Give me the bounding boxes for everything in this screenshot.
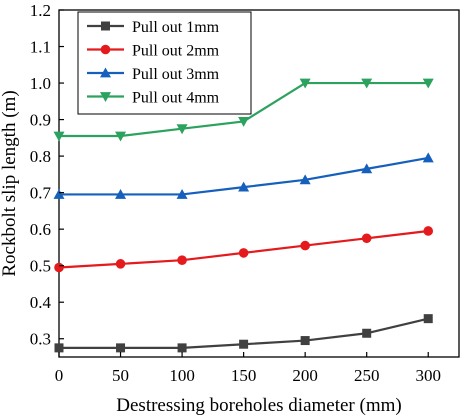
data-point bbox=[361, 163, 373, 174]
data-point bbox=[361, 233, 372, 244]
data-point bbox=[176, 124, 188, 135]
y-tick-label: 0.3 bbox=[30, 330, 51, 349]
series-layer bbox=[53, 78, 434, 353]
plot-frame bbox=[58, 9, 460, 358]
data-point bbox=[116, 343, 126, 353]
x-tick-label: 150 bbox=[231, 366, 257, 385]
legend-swatch-marker bbox=[100, 92, 111, 102]
y-tick-label: 0.5 bbox=[30, 257, 51, 276]
data-point bbox=[300, 240, 310, 251]
x-tick-label: 50 bbox=[112, 366, 129, 385]
legend: Pull out 1mm Pull out 2mm Pull out 3mm Pull… bbox=[77, 11, 252, 115]
series-1 bbox=[54, 314, 433, 353]
y-tick-label: 0.9 bbox=[30, 111, 51, 130]
legend-label: Pull out 4mm bbox=[132, 90, 220, 107]
y-tick-label: 0.8 bbox=[30, 147, 51, 166]
data-point bbox=[238, 181, 250, 192]
x-tick-label: 250 bbox=[354, 366, 380, 385]
x-tick-label: 200 bbox=[292, 366, 318, 385]
x-tick-label: 100 bbox=[169, 366, 195, 385]
y-tick-label: 1.1 bbox=[30, 38, 51, 57]
legend-label: Pull out 3mm bbox=[132, 66, 220, 83]
data-point bbox=[422, 78, 434, 89]
series-3 bbox=[53, 152, 434, 199]
legend-swatch-marker bbox=[100, 44, 111, 55]
data-point bbox=[361, 78, 373, 89]
data-point bbox=[115, 259, 126, 269]
data-point bbox=[362, 328, 372, 338]
legend-swatch-marker bbox=[100, 67, 111, 78]
data-point bbox=[422, 152, 434, 163]
series-4 bbox=[53, 78, 434, 142]
plot-border bbox=[58, 9, 460, 358]
x-tick-label: 0 bbox=[55, 366, 64, 385]
data-point bbox=[239, 339, 249, 349]
data-point bbox=[177, 255, 187, 266]
data-point bbox=[176, 188, 188, 199]
legend-swatch-marker bbox=[101, 21, 110, 31]
y-tick-label: 0.4 bbox=[30, 293, 52, 312]
data-point bbox=[115, 131, 127, 142]
data-point bbox=[423, 226, 434, 236]
data-point bbox=[177, 343, 187, 353]
x-axis-title: Destressing boreholes diameter (mm) bbox=[116, 395, 401, 416]
data-point bbox=[423, 314, 433, 324]
data-point bbox=[53, 131, 65, 142]
data-point bbox=[238, 248, 249, 258]
y-axis-title: Rockbolt slip length (m) bbox=[0, 90, 20, 276]
data-point bbox=[54, 343, 64, 353]
ticks-layer: 0 50 100 150 200 250 300 0.3 0.4 0.5 0.6 0.7 0.8 0.9 1… bbox=[30, 1, 441, 385]
y-tick-label: 1.2 bbox=[30, 1, 51, 20]
data-point bbox=[300, 336, 310, 346]
y-tick-label: 0.6 bbox=[30, 220, 51, 239]
y-tick-label: 1.0 bbox=[30, 74, 51, 93]
legend-label: Pull out 2mm bbox=[132, 43, 220, 60]
legend-label: Pull out 1mm bbox=[132, 19, 220, 36]
data-point bbox=[53, 188, 65, 199]
y-tick-label: 0.7 bbox=[30, 184, 52, 203]
data-point bbox=[54, 262, 64, 273]
data-point bbox=[299, 174, 311, 185]
series-2 bbox=[54, 226, 434, 273]
data-point bbox=[238, 117, 250, 127]
data-point bbox=[115, 188, 127, 199]
data-point bbox=[299, 78, 311, 89]
x-tick-label: 300 bbox=[415, 366, 441, 385]
